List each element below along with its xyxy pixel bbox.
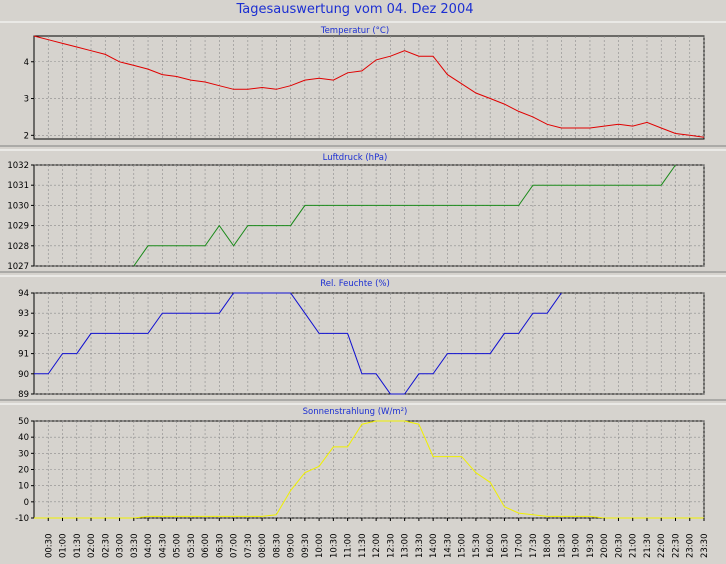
x-tick-label: 02:30 (101, 534, 111, 559)
series-line (34, 292, 562, 395)
plot-area (33, 420, 705, 519)
x-tick-label: 08:30 (272, 534, 282, 559)
plot-area (33, 292, 705, 395)
y-tick-label: 1031 (7, 181, 29, 191)
x-tick-label: 19:00 (572, 534, 582, 559)
x-tick-label: 11:00 (344, 534, 354, 559)
y-tick-label: 1027 (7, 262, 29, 272)
x-tick-label: 13:30 (415, 534, 425, 559)
x-tick-label: 00:30 (44, 534, 54, 559)
y-tick-label: 93 (18, 309, 29, 319)
y-tick-label: 1030 (7, 201, 29, 211)
series-line (33, 35, 705, 138)
y-tick-label: 3 (24, 95, 29, 105)
y-tick-label: 92 (18, 329, 29, 339)
series-line (133, 164, 676, 267)
x-tick-label: 05:30 (187, 534, 197, 559)
x-tick-label: 15:00 (458, 534, 468, 559)
y-tick-label: -10 (15, 514, 29, 524)
x-tick-label: 20:00 (600, 534, 610, 559)
y-tick-label: 20 (18, 466, 29, 476)
panel-title: Luftdruck (hPa) (323, 153, 388, 163)
x-tick-label: 18:30 (557, 534, 567, 559)
x-tick-label: 06:30 (215, 534, 225, 559)
y-tick-label: 94 (18, 289, 29, 299)
x-tick-label: 07:30 (244, 534, 254, 559)
series-line (34, 420, 704, 519)
x-tick-label: 13:00 (401, 534, 411, 559)
x-tick-label: 08:00 (258, 534, 268, 559)
y-tick-label: 30 (18, 449, 29, 459)
x-tick-label: 14:30 (443, 534, 453, 559)
panel-title: Sonnenstrahlung (W/m²) (303, 407, 408, 417)
x-tick-label: 10:30 (329, 534, 339, 559)
plot-area (33, 35, 705, 140)
x-tick-label: 11:30 (358, 534, 368, 559)
y-tick-label: 91 (18, 350, 29, 360)
y-tick-label: 89 (18, 390, 29, 400)
y-tick-label: 2 (24, 131, 29, 141)
x-tick-label: 03:30 (130, 534, 140, 559)
x-tick-label: 16:00 (486, 534, 496, 559)
y-tick-label: 40 (18, 433, 29, 443)
x-tick-label: 12:00 (372, 534, 382, 559)
x-tick-label: 19:30 (586, 534, 596, 559)
x-tick-label: 03:00 (116, 534, 126, 559)
x-tick-label: 01:00 (59, 534, 69, 559)
x-tick-label: 09:30 (301, 534, 311, 559)
x-tick-label: 12:30 (386, 534, 396, 559)
y-tick-label: 1029 (7, 222, 29, 232)
x-tick-label: 23:00 (686, 534, 696, 559)
y-tick-label: 90 (18, 370, 29, 380)
x-tick-label: 01:30 (73, 534, 83, 559)
x-tick-label: 02:00 (87, 534, 97, 559)
x-tick-label: 21:00 (629, 534, 639, 559)
plot-area (33, 164, 705, 267)
x-tick-label: 17:30 (529, 534, 539, 559)
panel-title: Temperatur (°C) (320, 26, 389, 36)
panel-title: Rel. Feuchte (%) (320, 279, 390, 289)
x-tick-label: 05:00 (173, 534, 183, 559)
x-tick-label: 14:00 (429, 534, 439, 559)
x-tick-label: 22:00 (657, 534, 667, 559)
x-tick-label: 17:00 (515, 534, 525, 559)
y-tick-label: 1032 (7, 161, 29, 171)
x-tick-label: 21:30 (643, 534, 653, 559)
x-tick-label: 06:00 (201, 534, 211, 559)
chart-panel: Rel. Feuchte (%) 89 90 91 92 93 94 (0, 275, 726, 401)
y-tick-label: 10 (18, 482, 29, 492)
chart-panel: Luftdruck (hPa) 1027 1028 1029 1030 1031 1032 (0, 149, 726, 273)
x-tick-label: 15:30 (472, 534, 482, 559)
report-title: Tagesauswertung vom 04. Dez 2004 (236, 2, 474, 17)
x-tick-label: 18:00 (543, 534, 553, 559)
x-tick-label: 04:00 (144, 534, 154, 559)
x-tick-label: 07:00 (230, 534, 240, 559)
y-tick-label: 1028 (7, 242, 29, 252)
x-tick-label: 23:30 (700, 534, 710, 559)
x-tick-label: 16:30 (500, 534, 510, 559)
x-axis-labels: 00:30 01:00 01:30 02:00 02:30 03:00 03:30 04:00… (44, 518, 710, 558)
x-tick-label: 04:30 (158, 534, 168, 559)
y-tick-label: 50 (18, 417, 29, 427)
x-tick-label: 22:30 (671, 534, 681, 559)
y-tick-label: 4 (24, 58, 29, 68)
chart-panel: Temperatur (°C) 2 3 4 (0, 21, 726, 147)
x-tick-label: 20:30 (614, 534, 624, 559)
x-tick-label: 10:00 (315, 534, 325, 559)
y-tick-label: 0 (24, 498, 29, 508)
chart-panel: Sonnenstrahlung (W/m²) -10 0 10 20 30 40 50 (0, 403, 726, 524)
x-tick-label: 09:00 (287, 534, 297, 559)
